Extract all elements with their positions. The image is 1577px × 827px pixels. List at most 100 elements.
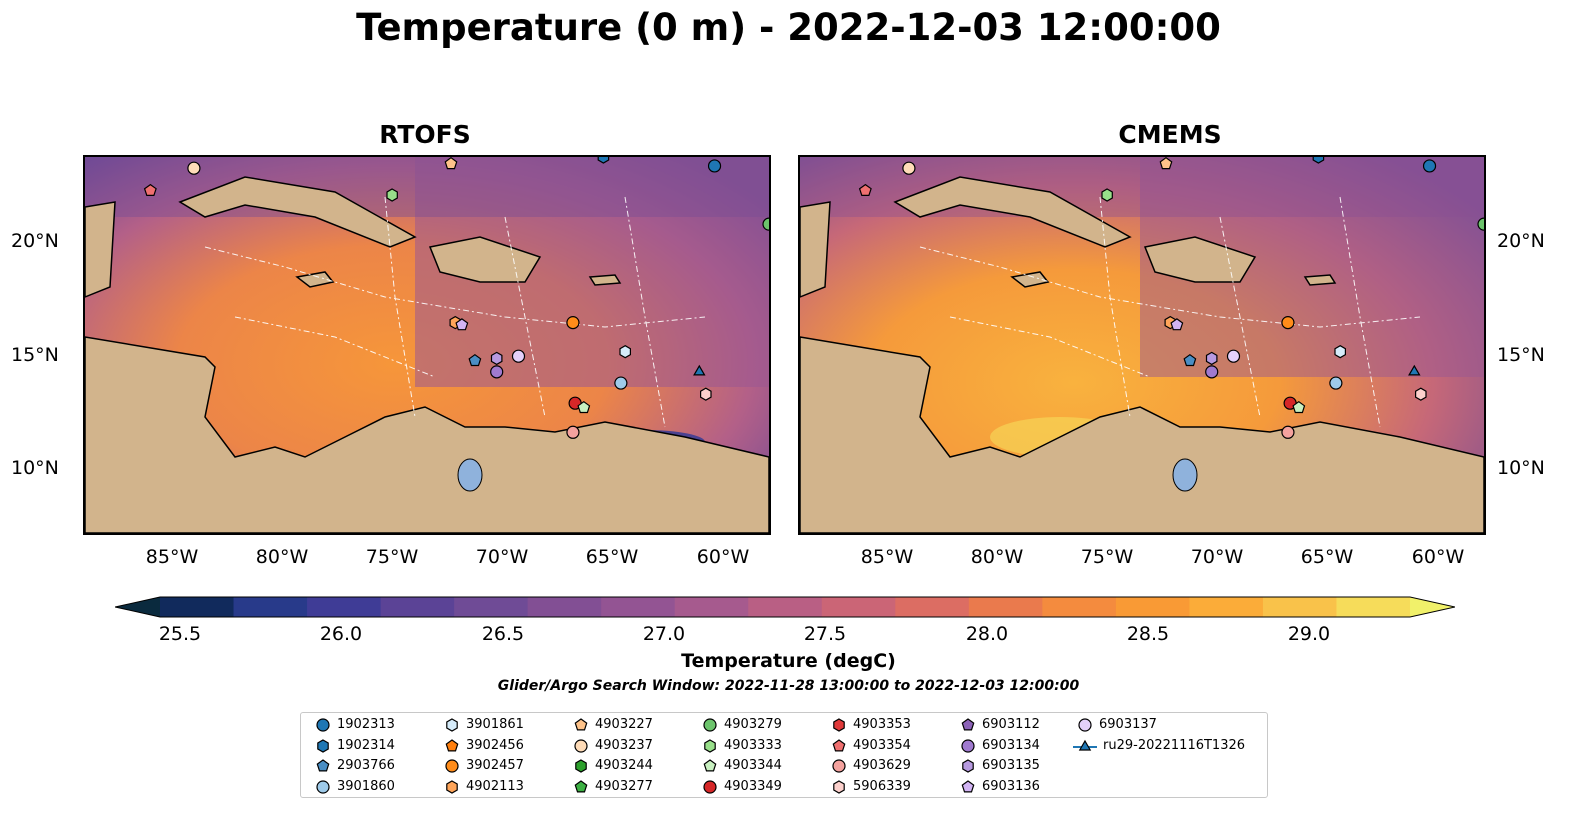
landmass (85, 176, 769, 533)
colorbar-segment (601, 597, 676, 617)
legend-marker-icon (445, 759, 459, 773)
lake-maracaibo (457, 458, 483, 492)
colorbar-extend-low (115, 597, 160, 617)
lat-label-15n-right: 15°N (1497, 344, 1545, 366)
legend-label: 3901860 (337, 778, 395, 794)
legend-label: 4903344 (724, 758, 782, 773)
lon-label-85w: 85°W (860, 546, 914, 568)
legend-marker-icon (704, 738, 716, 753)
lat-label-10n-left: 10°N (11, 457, 59, 479)
colorbar-segment (454, 597, 529, 617)
cuba (893, 176, 1132, 248)
float-marker-4903629 (566, 425, 580, 439)
lon-label-75w: 75°W (365, 546, 419, 568)
colorbar-tick: 26.5 (481, 623, 525, 645)
float-marker-3901860 (1329, 376, 1343, 390)
south-america-central-america (85, 336, 769, 533)
colorbar-tick: 28.5 (1126, 623, 1170, 645)
legend-marker-icon (446, 779, 458, 794)
yucatan (800, 201, 831, 298)
legend-label: 6903137 (1099, 717, 1157, 732)
rtofs-panel-title: RTOFS (379, 120, 471, 149)
float-marker-4903237 (187, 161, 201, 175)
float-marker-5906339 (699, 387, 712, 401)
float-marker-4903629 (1281, 425, 1295, 439)
colorbar-segment (1115, 597, 1190, 617)
lat-label-15n-left: 15°N (11, 344, 59, 366)
landmass (800, 176, 1484, 533)
puerto-rico (588, 274, 622, 286)
legend-marker-icon (832, 738, 846, 751)
lon-label-60w: 60°W (696, 546, 750, 568)
legend-marker-icon (833, 718, 845, 732)
float-marker-6903137 (1226, 349, 1241, 363)
legend-marker-icon (962, 759, 974, 773)
rtofs-markers (143, 157, 769, 439)
float-marker-2903766 (468, 353, 482, 367)
float-marker-4903333 (1101, 188, 1113, 202)
hispaniola (1143, 236, 1257, 283)
south-america-central-america (800, 336, 1484, 533)
float-marker-3901861 (619, 345, 632, 359)
colorbar-tick: 26.0 (319, 623, 363, 645)
hispaniola (428, 236, 542, 283)
legend-marker-icon (316, 718, 330, 732)
legend-marker-icon (317, 738, 329, 753)
legend-marker-icon (832, 759, 846, 773)
colorbar-segment (674, 597, 749, 617)
legend-label: 6903135 (982, 758, 1040, 773)
cuba (178, 176, 417, 248)
colorbar-segment (307, 597, 382, 617)
float-marker-4903344 (577, 400, 591, 414)
figure-title: Temperature (0 m) - 2022-12-03 12:00:00 (356, 6, 1221, 49)
legend-marker-icon (703, 779, 717, 794)
colorbar-segment (233, 597, 308, 617)
legend-marker-icon (445, 738, 459, 751)
search-window-caption: Glider/Argo Search Window: 2022-11-28 13… (497, 678, 1080, 694)
float-marker-4903279 (762, 217, 769, 231)
float-marker-6903134 (490, 365, 504, 379)
float-marker-4903237 (902, 161, 916, 175)
float-marker-6903137 (511, 349, 526, 363)
float-marker-ru29-20221116T1326 (1408, 364, 1421, 376)
float-marker-5906339 (1414, 387, 1427, 401)
lon-label-75w: 75°W (1080, 546, 1134, 568)
colorbar-tick: 27.0 (642, 623, 686, 645)
lat-label-20n-left: 20°N (11, 230, 59, 252)
float-marker-6903135 (1205, 351, 1218, 366)
colorbar-tick: 29.0 (1287, 623, 1331, 645)
float-marker-6903134 (1205, 365, 1219, 379)
colorbar-extend-high (1410, 597, 1455, 617)
legend-marker-icon (833, 779, 845, 794)
colorbar-segments (114, 596, 1456, 618)
legend-label: 1902314 (337, 737, 395, 753)
colorbar (114, 595, 1456, 619)
colorbar-svg (114, 596, 1456, 618)
legend-label: 6903136 (982, 778, 1040, 794)
legend-label: 4903227 (595, 717, 653, 732)
colorbar-segment (968, 597, 1043, 617)
lon-label-60w: 60°W (1411, 546, 1465, 568)
eez-boundaries (919, 196, 1421, 428)
legend-label: 4903237 (595, 737, 653, 753)
colorbar-tick: 28.0 (965, 623, 1009, 645)
cmems-map-canvas (800, 157, 1484, 533)
legend-marker-icon (574, 738, 588, 753)
legend-marker-icon (446, 718, 458, 732)
colorbar-segment (821, 597, 896, 617)
legend-marker-icon (1073, 739, 1097, 751)
cmems-map (798, 155, 1486, 535)
float-marker-4903354 (858, 183, 872, 197)
jamaica (295, 271, 335, 288)
jamaica (1010, 271, 1050, 288)
float-marker-4903227 (444, 157, 458, 170)
lon-label-85w: 85°W (145, 546, 199, 568)
legend-label: 3901861 (466, 717, 524, 732)
float-marker-6903136 (1170, 318, 1184, 331)
lon-label-70w: 70°W (475, 546, 529, 568)
colorbar-segment (1189, 597, 1264, 617)
float-marker-6903136 (455, 318, 469, 331)
atlantic-north (85, 157, 769, 217)
float-marker-1902313 (1422, 159, 1437, 173)
float-marker-3902457 (566, 316, 580, 330)
